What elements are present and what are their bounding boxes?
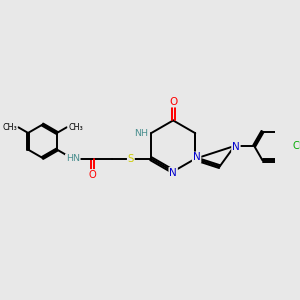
Text: O: O — [88, 170, 96, 180]
Text: NH: NH — [134, 129, 148, 138]
Text: S: S — [128, 154, 134, 164]
Text: N: N — [193, 152, 200, 162]
Text: CH₃: CH₃ — [2, 123, 17, 132]
Text: Cl: Cl — [293, 141, 300, 151]
Text: N: N — [232, 142, 240, 152]
Text: N: N — [169, 168, 177, 178]
Text: O: O — [169, 97, 177, 106]
Text: HN: HN — [66, 154, 80, 163]
Text: CH₃: CH₃ — [68, 123, 83, 132]
